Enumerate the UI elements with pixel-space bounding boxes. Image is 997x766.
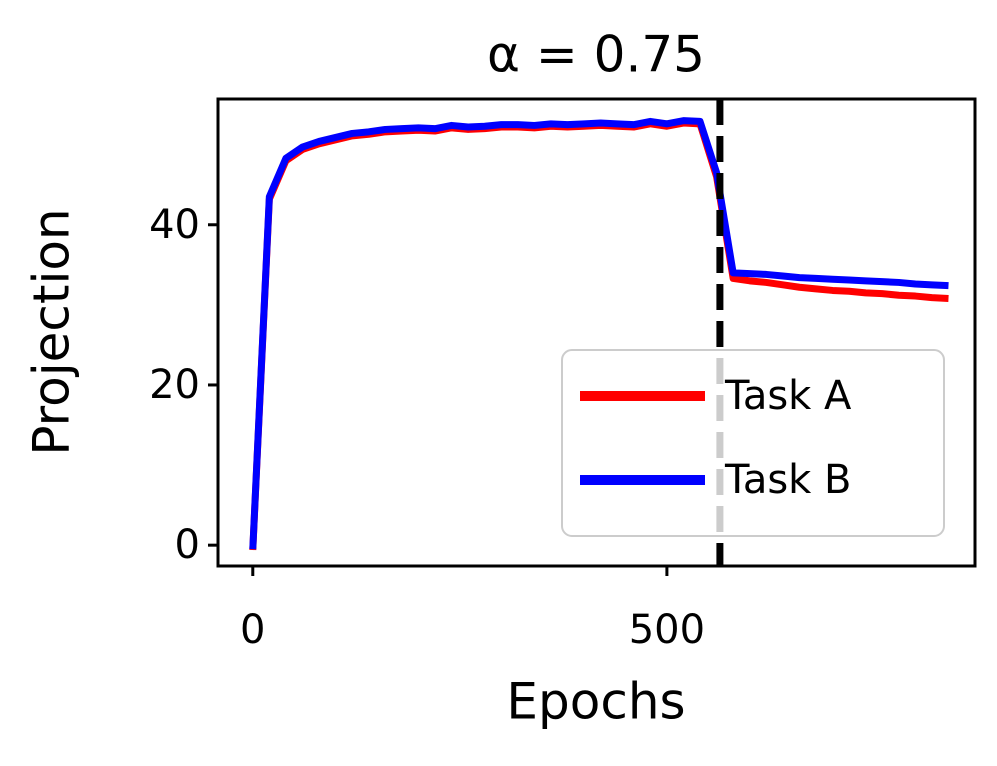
legend: Task A Task B [561, 349, 945, 537]
legend-label: Task A [724, 373, 852, 419]
x-axis-label: Epochs [506, 673, 685, 731]
data-line [249, 117, 949, 550]
chart-title: α = 0.75 [487, 26, 705, 84]
y-axis-label: Projection [23, 208, 81, 455]
x-tick-label: 0 [240, 607, 265, 653]
y-tick-label: 40 [149, 202, 200, 248]
y-tick-label: 20 [149, 362, 200, 408]
legend-label: Task B [724, 457, 851, 503]
y-tick-label: 0 [175, 522, 200, 568]
plot-frame [216, 97, 977, 568]
x-tick-label: 500 [629, 607, 705, 653]
